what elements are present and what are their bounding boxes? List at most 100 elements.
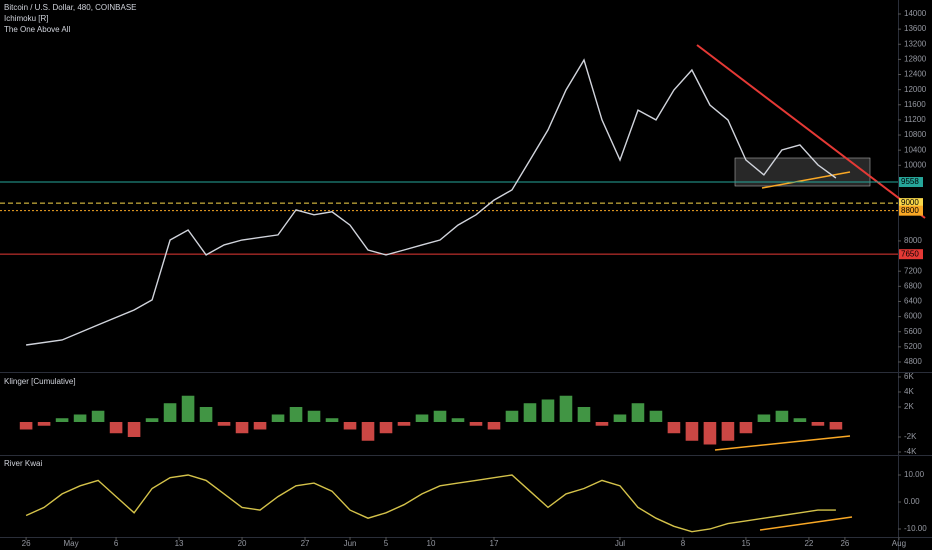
bar [559, 395, 573, 422]
price-badge-label: 8800 [901, 206, 919, 215]
bar [109, 421, 123, 434]
chart-title: Bitcoin / U.S. Dollar, 480, COINBASE [4, 3, 137, 12]
x-tick-label: 8 [681, 539, 686, 548]
x-tick-label: 15 [741, 539, 750, 548]
y-tick-label: 10.00 [904, 470, 925, 479]
bar [163, 403, 177, 422]
y-tick-label: 13200 [904, 39, 927, 48]
indicator-label: Ichimoku [R] [4, 14, 48, 23]
y-tick-label: -2K [904, 432, 917, 441]
x-tick-label: 10 [427, 539, 436, 548]
bar [379, 421, 393, 434]
bar [649, 410, 663, 422]
bar [37, 421, 51, 426]
bar [271, 414, 285, 422]
y-tick-label: 12800 [904, 54, 927, 63]
y-tick-label: 11200 [904, 115, 926, 124]
y-tick-label: 0.00 [904, 497, 920, 506]
y-tick-label: 12400 [904, 70, 927, 79]
bar [307, 410, 321, 422]
price-line [26, 58, 837, 346]
bar [397, 421, 411, 426]
y-tick-label: 10000 [904, 160, 927, 169]
price-line [25, 474, 836, 533]
bar [613, 414, 627, 422]
price-badge [899, 177, 923, 188]
y-tick-label: 10800 [904, 130, 927, 139]
trend-line [714, 435, 851, 451]
bar [811, 421, 825, 426]
price-badge-label: 7650 [901, 249, 919, 258]
bar [703, 421, 717, 445]
bar [721, 421, 735, 441]
bar [217, 421, 231, 426]
bar [685, 421, 699, 441]
y-tick-label: 6400 [904, 297, 922, 306]
bar [73, 414, 87, 422]
bar [145, 418, 159, 422]
trend-line [696, 44, 926, 219]
y-tick-label: 14000 [904, 9, 927, 18]
bar [577, 406, 591, 422]
bar [523, 403, 537, 422]
indicator-label: The One Above All [4, 25, 70, 34]
panel-title: Klinger [Cumulative] [4, 377, 76, 386]
x-tick-label: 20 [238, 539, 247, 548]
y-tick-label: 2K [904, 402, 914, 411]
bar [631, 403, 645, 422]
x-tick-label: 13 [175, 539, 184, 548]
bar [739, 421, 753, 434]
x-tick-label: Aug [892, 539, 906, 548]
trend-line [759, 516, 853, 531]
price-badge [899, 249, 923, 260]
bar [235, 421, 249, 434]
price-badge [899, 205, 923, 216]
y-tick-label: 4K [904, 387, 914, 396]
bar [829, 421, 843, 430]
bar [505, 410, 519, 422]
bar [415, 414, 429, 422]
x-tick-label: 27 [301, 539, 310, 548]
x-tick-label: 5 [384, 539, 389, 548]
y-tick-label: 7200 [904, 266, 922, 275]
y-tick-label: 6K [904, 372, 914, 381]
bar [127, 421, 141, 437]
bar [289, 406, 303, 422]
x-tick-label: 6 [114, 539, 119, 548]
price-badge [899, 198, 923, 209]
y-tick-label: 6000 [904, 312, 922, 321]
y-tick-label: 13600 [904, 24, 927, 33]
bar [451, 418, 465, 422]
x-tick-label: Jul [615, 539, 625, 548]
bar [541, 399, 555, 422]
bar [595, 421, 609, 426]
y-tick-label: 12000 [904, 85, 927, 94]
y-tick-label: 5600 [904, 327, 922, 336]
price-badge-label: 9558 [901, 177, 919, 186]
bar [91, 410, 105, 422]
x-tick-label: 26 [840, 539, 849, 548]
x-tick-label: 17 [490, 539, 499, 548]
bar [433, 410, 447, 422]
y-tick-label: 6800 [904, 281, 922, 290]
bar [361, 421, 375, 441]
bar [253, 421, 267, 430]
y-tick-label: 5200 [904, 342, 922, 351]
y-tick-label: -4K [904, 447, 917, 456]
bar [775, 410, 789, 422]
y-tick-label: 10400 [904, 145, 927, 154]
y-tick-label: -10.00 [904, 524, 927, 533]
bar [19, 421, 33, 430]
price-badge-label: 9000 [901, 198, 919, 207]
y-tick-label: 8000 [904, 236, 922, 245]
panel-title: River Kwai [4, 459, 42, 468]
bar [325, 418, 339, 422]
bar [793, 418, 807, 422]
bar [757, 414, 771, 422]
x-tick-label: 26 [22, 539, 31, 548]
bar [55, 418, 69, 422]
bar [667, 421, 681, 434]
y-tick-label: 4800 [904, 357, 922, 366]
x-tick-label: May [64, 539, 79, 548]
